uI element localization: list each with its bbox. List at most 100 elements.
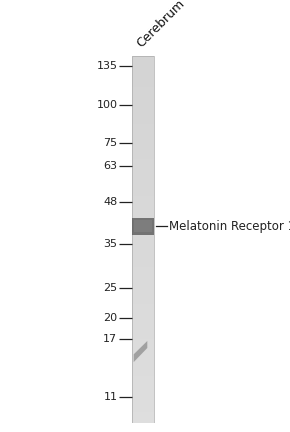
Bar [132, 370, 154, 372]
Bar [132, 131, 154, 133]
Bar [132, 209, 154, 210]
Bar [132, 394, 154, 396]
Bar [132, 287, 154, 289]
Bar [132, 275, 154, 276]
Bar [132, 273, 154, 275]
Bar [132, 65, 154, 67]
Bar [132, 223, 154, 225]
Bar [132, 276, 154, 278]
Bar [132, 162, 154, 165]
Bar [132, 396, 154, 397]
Bar [132, 392, 154, 394]
Bar [132, 203, 154, 205]
Bar [132, 201, 154, 203]
Bar [132, 80, 154, 82]
Bar [132, 262, 154, 264]
Bar [132, 104, 154, 106]
Bar [132, 332, 154, 334]
Bar [132, 322, 154, 324]
Bar [132, 84, 154, 86]
Bar [132, 405, 154, 407]
Bar [132, 117, 154, 119]
Bar [132, 352, 154, 353]
Bar [132, 60, 154, 62]
Bar [132, 289, 154, 291]
Bar [132, 326, 154, 328]
Bar [132, 249, 154, 251]
Bar [132, 280, 154, 282]
Bar [132, 244, 154, 245]
Bar [132, 148, 154, 150]
Bar [132, 156, 154, 157]
Bar [132, 218, 154, 235]
Bar [132, 400, 154, 401]
Bar [132, 271, 154, 273]
Polygon shape [134, 341, 147, 362]
Bar [132, 190, 154, 192]
Bar [132, 144, 154, 146]
Text: 75: 75 [103, 138, 117, 148]
Bar [132, 251, 154, 253]
Bar [132, 165, 154, 166]
Bar [132, 135, 154, 137]
Bar [132, 214, 154, 216]
Bar [132, 416, 154, 418]
Bar [132, 418, 154, 420]
Bar [132, 67, 154, 69]
Bar [132, 146, 154, 148]
Bar [132, 247, 154, 249]
Bar [132, 62, 154, 64]
Bar [132, 200, 154, 201]
Bar [132, 388, 154, 391]
Bar [132, 96, 154, 98]
Bar [132, 122, 154, 124]
Bar [132, 410, 154, 412]
Bar [132, 115, 154, 117]
Bar [132, 300, 154, 302]
Bar [132, 258, 154, 260]
Bar [132, 240, 154, 241]
Bar [132, 86, 154, 87]
Bar [132, 344, 154, 346]
Bar [132, 172, 154, 174]
Bar [132, 166, 154, 168]
Bar [132, 374, 154, 375]
Bar [132, 357, 154, 359]
Bar [132, 328, 154, 330]
Bar [132, 412, 154, 414]
Bar [132, 348, 154, 350]
Bar [132, 407, 154, 409]
Bar [132, 241, 154, 244]
Bar [132, 381, 154, 383]
Bar [132, 143, 154, 144]
Bar [132, 196, 154, 197]
Bar [132, 420, 154, 422]
Bar [132, 82, 154, 84]
Bar [132, 141, 154, 143]
Bar [132, 159, 154, 161]
Bar [132, 375, 154, 378]
Bar [132, 69, 154, 71]
Bar [132, 108, 154, 109]
Bar [132, 150, 154, 152]
Bar [132, 302, 154, 304]
Bar [132, 337, 154, 339]
Bar [132, 187, 154, 188]
Bar [132, 58, 154, 60]
Bar [132, 170, 154, 172]
Bar [132, 219, 154, 221]
Bar [132, 95, 154, 96]
Bar [132, 100, 154, 102]
Bar [132, 297, 154, 299]
Bar [132, 363, 154, 365]
Text: 135: 135 [96, 60, 117, 70]
Bar [132, 74, 154, 76]
Bar [132, 161, 154, 162]
Text: 20: 20 [103, 313, 117, 323]
Bar [132, 264, 154, 265]
Bar [132, 265, 154, 267]
Bar [132, 401, 154, 403]
Bar [132, 339, 154, 341]
Bar [132, 227, 154, 229]
Bar [132, 267, 154, 269]
